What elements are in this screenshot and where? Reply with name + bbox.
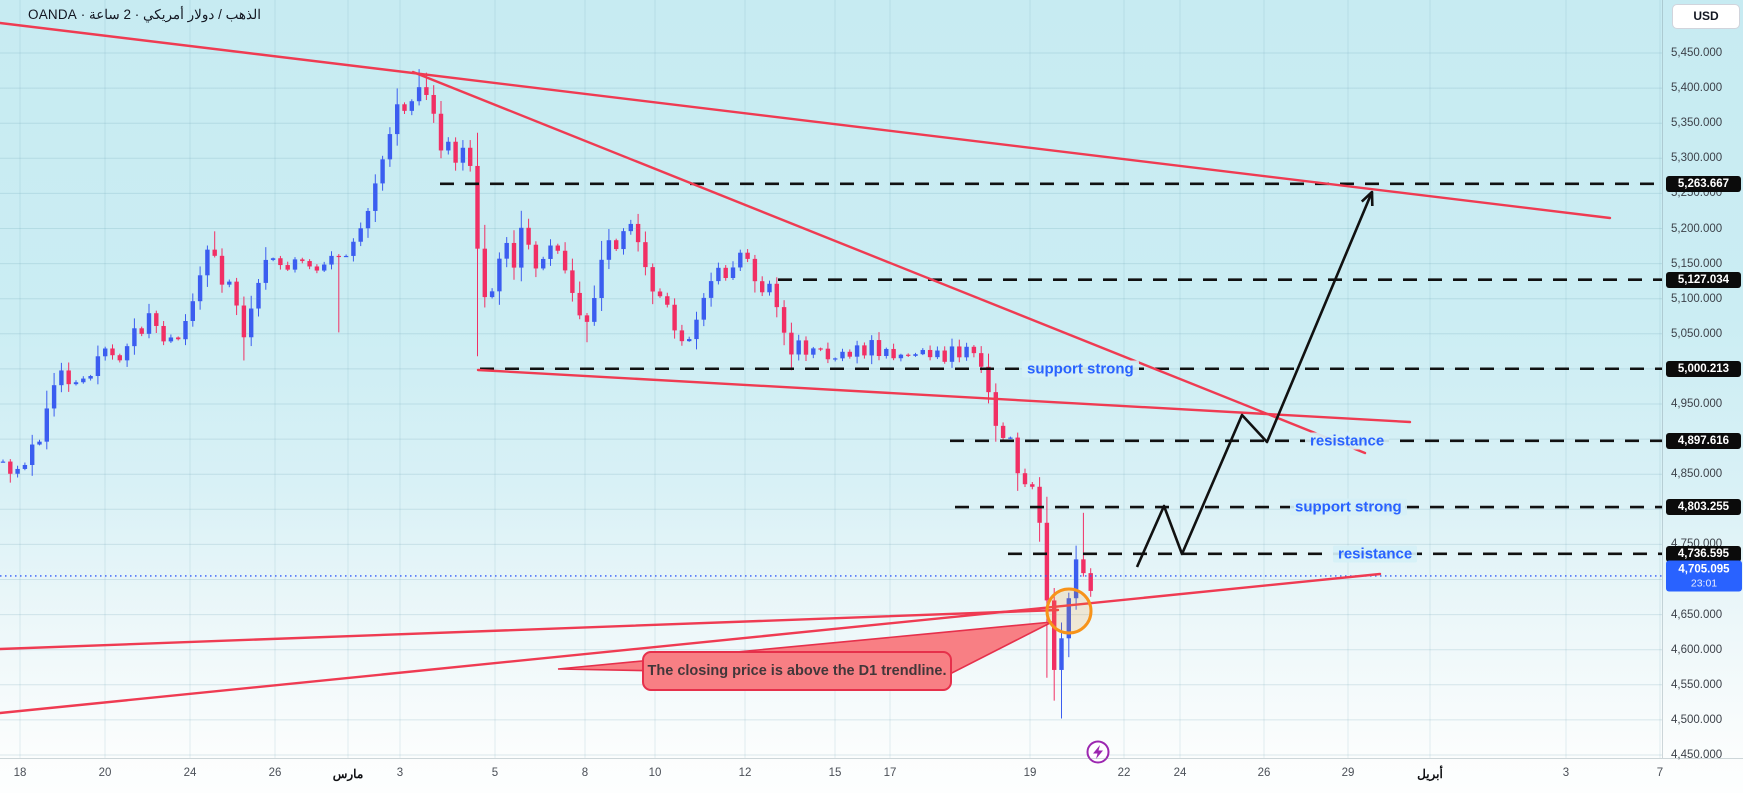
time-label: 19	[1023, 767, 1037, 779]
time-label: 26	[268, 767, 282, 779]
time-label: 26	[1257, 767, 1271, 779]
price-tick: 4,450.000	[1671, 749, 1723, 761]
price-axis[interactable]: 5,450.000 5,400.000 5,350.000 5,300.000 5,25…	[1662, 0, 1743, 761]
projection-arrowhead	[1360, 190, 1374, 207]
price-tick: 5,050.000	[1671, 327, 1723, 340]
time-label: مارس	[332, 767, 364, 781]
price-tick: 5,350.000	[1671, 117, 1723, 130]
price-tick: 5,100.000	[1671, 292, 1723, 305]
time-label: أبريل	[1417, 767, 1443, 781]
trendline-callout-tooltip: The closing price is above the D1 trendl…	[642, 651, 952, 691]
time-label: 3	[396, 767, 404, 779]
sr-text-label[interactable]: support strong	[1290, 498, 1407, 516]
lightning-event-icon[interactable]	[1086, 740, 1110, 764]
candles	[0, 69, 1093, 719]
current-price-badge: 4,705.095 23:01	[1666, 560, 1742, 592]
time-label: 12	[738, 767, 752, 779]
price-tick: 5,200.000	[1671, 222, 1723, 235]
time-label: 24	[183, 767, 197, 779]
price-tick: 5,450.000	[1671, 47, 1723, 59]
time-label: 3	[1562, 767, 1570, 779]
price-tick: 4,500.000	[1671, 713, 1723, 726]
trendlines[interactable]	[0, 21, 1612, 715]
price-level-badge: 4,803.255	[1666, 499, 1741, 515]
price-tick: 5,300.000	[1671, 152, 1723, 165]
price-level-badge: 5,127.034	[1666, 271, 1741, 288]
time-label: 10	[648, 767, 662, 779]
price-level-badge: 4,736.595	[1666, 545, 1741, 562]
time-label: 8	[581, 767, 589, 779]
time-axis[interactable]: 18 20 24 26 مارس 3 5 8 10 12 15 17 19 22 24 26 29 أبريل 3 7	[0, 758, 1743, 793]
sr-text-label[interactable]: resistance	[1305, 432, 1390, 450]
price-tick: 4,850.000	[1671, 468, 1723, 481]
projection-arrow[interactable]	[1135, 191, 1374, 568]
time-label: 20	[98, 767, 112, 779]
sr-text-label[interactable]: support strong	[1022, 360, 1139, 378]
time-label: 24	[1173, 767, 1187, 779]
breakout-highlight-circle[interactable]	[1045, 587, 1093, 635]
price-tick: 4,600.000	[1671, 643, 1723, 656]
price-tick: 5,400.000	[1671, 82, 1723, 95]
grid	[0, 0, 1662, 758]
price-level-badge: 4,897.616	[1666, 432, 1741, 449]
time-label: 5	[491, 767, 499, 779]
price-tick: 4,550.000	[1671, 678, 1723, 691]
price-tick: 5,150.000	[1671, 257, 1723, 270]
time-label: 18	[13, 767, 27, 779]
time-label: 22	[1117, 767, 1131, 779]
price-tick: 4,950.000	[1671, 398, 1723, 410]
time-label: 17	[883, 767, 897, 779]
price-level-badge: 5,263.667	[1666, 175, 1741, 192]
currency-usd-button[interactable]: USD	[1672, 4, 1740, 29]
time-label: 7	[1656, 767, 1664, 779]
time-label: 29	[1341, 767, 1355, 779]
symbol-title[interactable]: الذهب / دولار أمريكي · 2 ساعة · OANDA	[28, 7, 261, 22]
price-level-badge: 5,000.213	[1666, 360, 1741, 377]
sr-text-label[interactable]: resistance	[1333, 545, 1418, 563]
price-tick: 4,650.000	[1671, 608, 1723, 621]
time-label: 15	[828, 767, 842, 779]
